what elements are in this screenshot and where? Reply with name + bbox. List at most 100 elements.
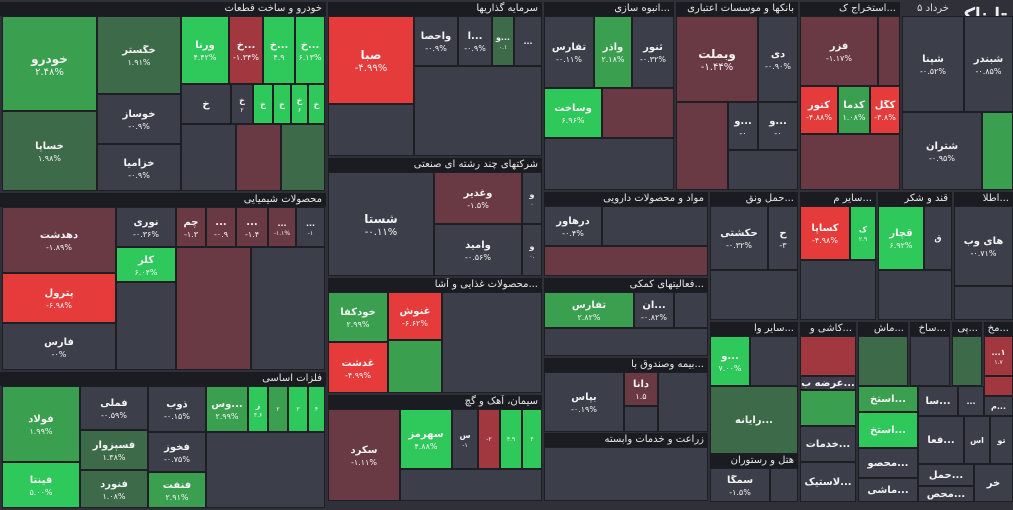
stock-tile[interactable]: حکشتی -۰.۳۲% <box>710 206 768 270</box>
stock-tile[interactable]: فزر -۱.۱۷% <box>800 16 878 86</box>
stock-tile[interactable]: رایانه... <box>710 386 798 454</box>
stock-tile[interactable]: ...۱ ۱.۷ <box>984 336 1013 376</box>
stock-tile[interactable]: بپاس -۰.۱۹% <box>544 372 624 432</box>
stock-tile[interactable] <box>251 247 325 370</box>
stock-tile[interactable]: دهدشت -۱.۸۹% <box>2 207 116 273</box>
stock-tile[interactable] <box>800 336 856 376</box>
stock-tile[interactable]: خ <box>273 84 291 124</box>
stock-tile[interactable] <box>388 340 442 393</box>
stock-tile[interactable]: چم -۱.۳ <box>176 207 206 247</box>
stock-tile[interactable]: ... <box>958 386 984 416</box>
stock-tile[interactable] <box>181 124 236 191</box>
stock-tile[interactable]: خ... -۱.۳۴% <box>229 16 263 84</box>
stock-tile[interactable]: ۳ <box>288 386 308 432</box>
stock-tile[interactable]: شستا -۰.۱۱% <box>328 172 434 276</box>
stock-tile[interactable]: ق <box>924 206 952 270</box>
stock-tile[interactable] <box>910 336 950 386</box>
stock-tile[interactable]: فنورد ۱.۰۸% <box>80 470 148 508</box>
stock-tile[interactable]: اس <box>964 416 990 464</box>
stock-tile[interactable]: صبا -۴.۹۹% <box>328 16 414 104</box>
stock-tile[interactable]: س -۱ <box>452 409 478 469</box>
stock-tile[interactable]: ثنور -۰.۳۲% <box>632 16 674 88</box>
stock-tile[interactable]: خگستر ۱.۹۱% <box>97 16 181 94</box>
stock-tile[interactable]: واحصا -۰.۹% <box>414 16 458 66</box>
stock-tile[interactable]: وس... ۲.۹۹% <box>206 386 248 432</box>
stock-tile[interactable]: محص... <box>918 486 974 502</box>
stock-tile[interactable]: فخوز -۰.۷۵% <box>148 432 206 472</box>
stock-tile[interactable]: و... -۰ <box>758 102 798 150</box>
stock-tile[interactable] <box>982 112 1013 190</box>
stock-tile[interactable]: قچار ۶.۹۲% <box>878 206 924 270</box>
stock-tile[interactable] <box>710 270 798 320</box>
stock-tile[interactable]: ک ۲.۹ <box>850 206 876 260</box>
stock-tile[interactable]: فنفت ۲.۹۱% <box>148 472 206 508</box>
stock-tile[interactable]: و ۰. <box>522 224 542 276</box>
stock-tile[interactable]: دی -۰.۹۰% <box>758 16 798 102</box>
stock-tile[interactable]: -۲ <box>478 409 500 469</box>
stock-tile[interactable]: خزامیا -۰.۹% <box>97 144 181 191</box>
stock-tile[interactable]: وآذر ۲.۱۸% <box>594 16 632 88</box>
stock-tile[interactable]: ورنا ۴.۴۲% <box>181 16 229 84</box>
stock-tile[interactable] <box>544 447 708 501</box>
stock-tile[interactable]: ان... -۰.۸۲% <box>634 292 674 328</box>
stock-tile[interactable]: کگل -۳.۸% <box>870 86 900 134</box>
stock-tile[interactable] <box>544 138 674 190</box>
stock-tile[interactable]: ح -۳ <box>768 206 798 270</box>
stock-tile[interactable]: تو <box>990 416 1013 464</box>
stock-tile[interactable]: ز ۴.۶ <box>248 386 268 432</box>
stock-tile[interactable]: فولاد ۱.۹۹% <box>2 386 80 462</box>
stock-tile[interactable]: خودکفا ۲.۹۹% <box>328 292 388 342</box>
stock-tile[interactable]: ۴.۹ <box>500 409 522 469</box>
stock-tile[interactable] <box>236 124 281 191</box>
stock-tile[interactable]: کنور -۴.۸۸% <box>800 86 838 134</box>
stock-tile[interactable]: خ... ۴.۹ <box>263 16 295 84</box>
stock-tile[interactable]: سمگا -۱.۵% <box>710 468 770 502</box>
stock-tile[interactable]: سهرمز ۴.۸۸% <box>400 409 452 469</box>
stock-tile[interactable]: فارس -۰% <box>2 323 116 370</box>
stock-tile[interactable]: و... -۰ <box>728 102 758 150</box>
stock-tile[interactable] <box>544 246 708 276</box>
stock-tile[interactable]: لاستیک... <box>800 462 856 502</box>
stock-tile[interactable]: وغدیر -۱.۵% <box>434 172 522 224</box>
stock-tile[interactable]: خدمات... <box>800 426 856 462</box>
stock-tile[interactable]: شتران -۰.۹۵% <box>902 112 982 190</box>
stock-tile[interactable] <box>602 206 708 246</box>
stock-tile[interactable]: خوساز -۰.۹% <box>97 94 181 144</box>
stock-tile[interactable]: فینتا ۵.۰۰% <box>2 462 80 508</box>
stock-tile[interactable] <box>414 66 542 156</box>
stock-tile[interactable]: استخ... <box>858 386 918 412</box>
stock-tile[interactable]: ۲ <box>268 386 288 432</box>
stock-tile[interactable] <box>858 336 908 386</box>
stock-tile[interactable]: خ <box>181 84 231 124</box>
stock-tile[interactable]: ۴ <box>522 409 542 469</box>
stock-tile[interactable] <box>544 328 708 356</box>
stock-tile[interactable] <box>116 282 176 370</box>
stock-tile[interactable] <box>442 292 542 393</box>
stock-tile[interactable] <box>878 16 900 86</box>
stock-tile[interactable]: خ <box>253 84 273 124</box>
stock-tile[interactable]: دانا ۱.۵ <box>624 372 658 406</box>
stock-tile[interactable] <box>602 88 674 138</box>
stock-tile[interactable] <box>176 247 251 370</box>
stock-tile[interactable]: های وب -۰.۷۱% <box>954 206 1013 286</box>
stock-tile[interactable]: فسپزوار ۱.۳۸% <box>80 430 148 470</box>
stock-tile[interactable]: شپنا -۰.۵۲% <box>902 16 964 112</box>
stock-tile[interactable] <box>676 102 728 190</box>
stock-tile[interactable]: حمل... <box>918 464 974 486</box>
stock-tile[interactable]: خ <box>308 84 325 124</box>
stock-tile[interactable] <box>954 286 1013 320</box>
stock-tile[interactable]: ... <box>514 16 542 66</box>
stock-tile[interactable]: تفارس ۲.۸۲% <box>544 292 634 328</box>
stock-tile[interactable] <box>800 260 876 320</box>
stock-tile[interactable] <box>984 376 1013 396</box>
stock-tile[interactable] <box>952 336 982 386</box>
stock-tile[interactable]: خ... ۶.۱۳% <box>295 16 325 84</box>
stock-tile[interactable] <box>206 432 325 508</box>
stock-tile[interactable]: ... -۱ <box>296 207 325 247</box>
stock-tile[interactable]: سا... <box>918 386 958 416</box>
stock-tile[interactable] <box>674 292 708 328</box>
stock-tile[interactable]: وامید -۰.۵۶% <box>434 224 522 276</box>
